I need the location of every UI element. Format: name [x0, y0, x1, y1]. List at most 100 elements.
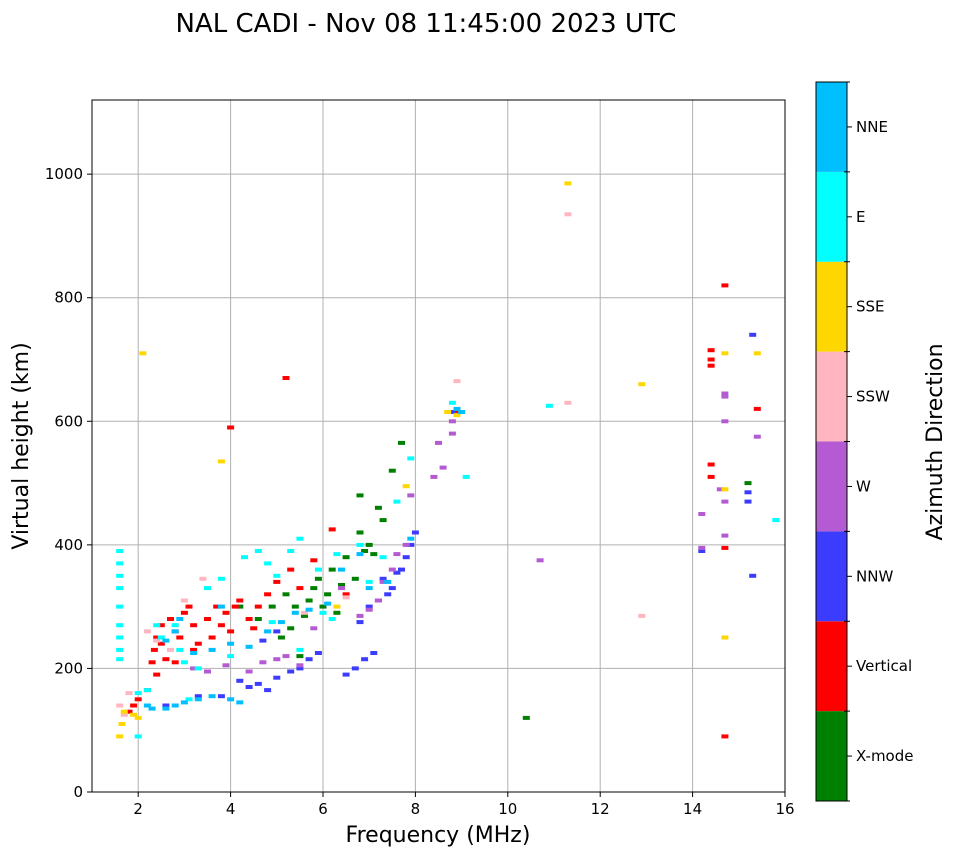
colorbar-segment	[816, 711, 847, 801]
data-point-nne	[148, 706, 156, 711]
data-point-x-mode	[268, 604, 276, 609]
data-point-vertical	[171, 660, 179, 665]
data-point-vertical	[707, 348, 715, 353]
data-point-vertical	[125, 709, 133, 714]
data-point-x-mode	[333, 610, 341, 615]
data-point-nne	[365, 586, 373, 591]
data-point-nnw	[356, 620, 364, 625]
data-point-e	[254, 549, 262, 553]
data-point-w	[379, 579, 387, 584]
data-point-w	[721, 391, 729, 396]
colorbar-segment	[816, 351, 847, 442]
data-point-e	[268, 620, 276, 625]
data-point-ssw	[180, 598, 188, 603]
data-point-nnw	[402, 555, 410, 560]
data-point-nnw	[744, 490, 752, 495]
data-point-x-mode	[370, 552, 378, 557]
data-point-nnw	[296, 666, 304, 671]
colorbar-segment	[816, 82, 847, 172]
grid-lines	[92, 100, 786, 793]
data-point-nnw	[273, 675, 281, 680]
data-point-nnw	[287, 669, 295, 674]
colorbar-label: X-mode	[856, 747, 913, 765]
data-point-e	[116, 586, 124, 591]
data-point-nnw	[407, 542, 415, 547]
data-point-vertical	[721, 545, 729, 550]
data-point-vertical	[227, 425, 235, 430]
data-point-nnw	[351, 666, 359, 671]
data-point-w	[448, 419, 456, 424]
data-point-vertical	[190, 623, 198, 628]
data-point-w	[435, 440, 442, 445]
data-point-nne	[143, 703, 151, 708]
data-points	[116, 181, 780, 739]
data-point-x-mode	[338, 583, 345, 587]
data-point-vertical	[217, 623, 225, 628]
data-point-e	[185, 697, 193, 702]
data-point-nnw	[398, 567, 405, 572]
data-point-x-mode	[342, 555, 350, 560]
x-tick-label: 4	[226, 800, 236, 818]
data-point-nnw	[379, 576, 387, 581]
data-point-e	[462, 474, 470, 479]
data-point-ssw	[125, 691, 133, 696]
data-point-sse	[116, 734, 124, 739]
data-point-sse	[134, 715, 142, 720]
data-point-vertical	[157, 641, 165, 646]
data-point-x-mode	[328, 567, 336, 572]
data-point-w	[190, 666, 198, 671]
x-tick-label: 2	[133, 800, 143, 818]
data-point-w	[402, 542, 410, 547]
data-point-nnw	[393, 570, 401, 575]
data-point-nne	[162, 638, 170, 643]
data-point-x-mode	[398, 440, 405, 445]
data-point-vertical	[190, 647, 198, 652]
data-point-ssw	[564, 212, 572, 217]
x-tick-label: 12	[591, 800, 610, 818]
data-point-e	[314, 567, 322, 572]
data-point-e	[296, 536, 304, 541]
data-point-w	[245, 669, 253, 674]
data-point-nnw	[264, 688, 272, 693]
data-point-e	[319, 610, 327, 615]
colorbar-label: NNW	[856, 567, 893, 585]
data-point-vertical	[134, 697, 142, 702]
data-point-nnw	[365, 604, 373, 609]
data-point-x-mode	[319, 604, 327, 609]
colorbar-label: SSE	[856, 298, 885, 316]
data-point-x-mode	[282, 592, 290, 597]
y-axis-label: Virtual height (km)	[9, 342, 34, 549]
data-point-nnw	[749, 332, 757, 337]
data-point-x-mode	[522, 715, 530, 720]
colorbar-label: NNE	[856, 118, 888, 136]
data-point-vertical	[213, 604, 221, 609]
data-point-ssw	[167, 647, 174, 652]
plot-area	[92, 100, 785, 792]
data-point-nnw	[273, 629, 281, 634]
data-point-vertical	[180, 610, 188, 615]
y-tick-label: 1000	[45, 165, 83, 183]
data-point-x-mode	[365, 542, 373, 547]
data-point-nne	[190, 651, 198, 655]
data-point-sse	[638, 382, 646, 387]
data-point-e	[116, 561, 124, 566]
data-point-w	[536, 558, 544, 563]
data-point-vertical	[227, 629, 235, 634]
data-point-e	[116, 635, 124, 640]
data-point-w	[393, 552, 401, 557]
data-point-sse	[453, 413, 461, 418]
data-point-nnw	[217, 694, 225, 699]
data-point-e	[116, 647, 124, 652]
data-point-vertical	[194, 641, 202, 646]
data-point-vertical	[150, 647, 158, 652]
data-point-ssw	[120, 712, 128, 717]
data-point-w	[282, 654, 290, 659]
data-point-vertical	[296, 586, 304, 591]
data-point-x-mode	[356, 493, 364, 498]
data-point-nnw	[314, 651, 322, 655]
data-point-w	[698, 545, 706, 550]
data-point-sse	[721, 351, 729, 356]
data-point-w	[721, 533, 729, 538]
data-point-vertical	[721, 283, 729, 288]
